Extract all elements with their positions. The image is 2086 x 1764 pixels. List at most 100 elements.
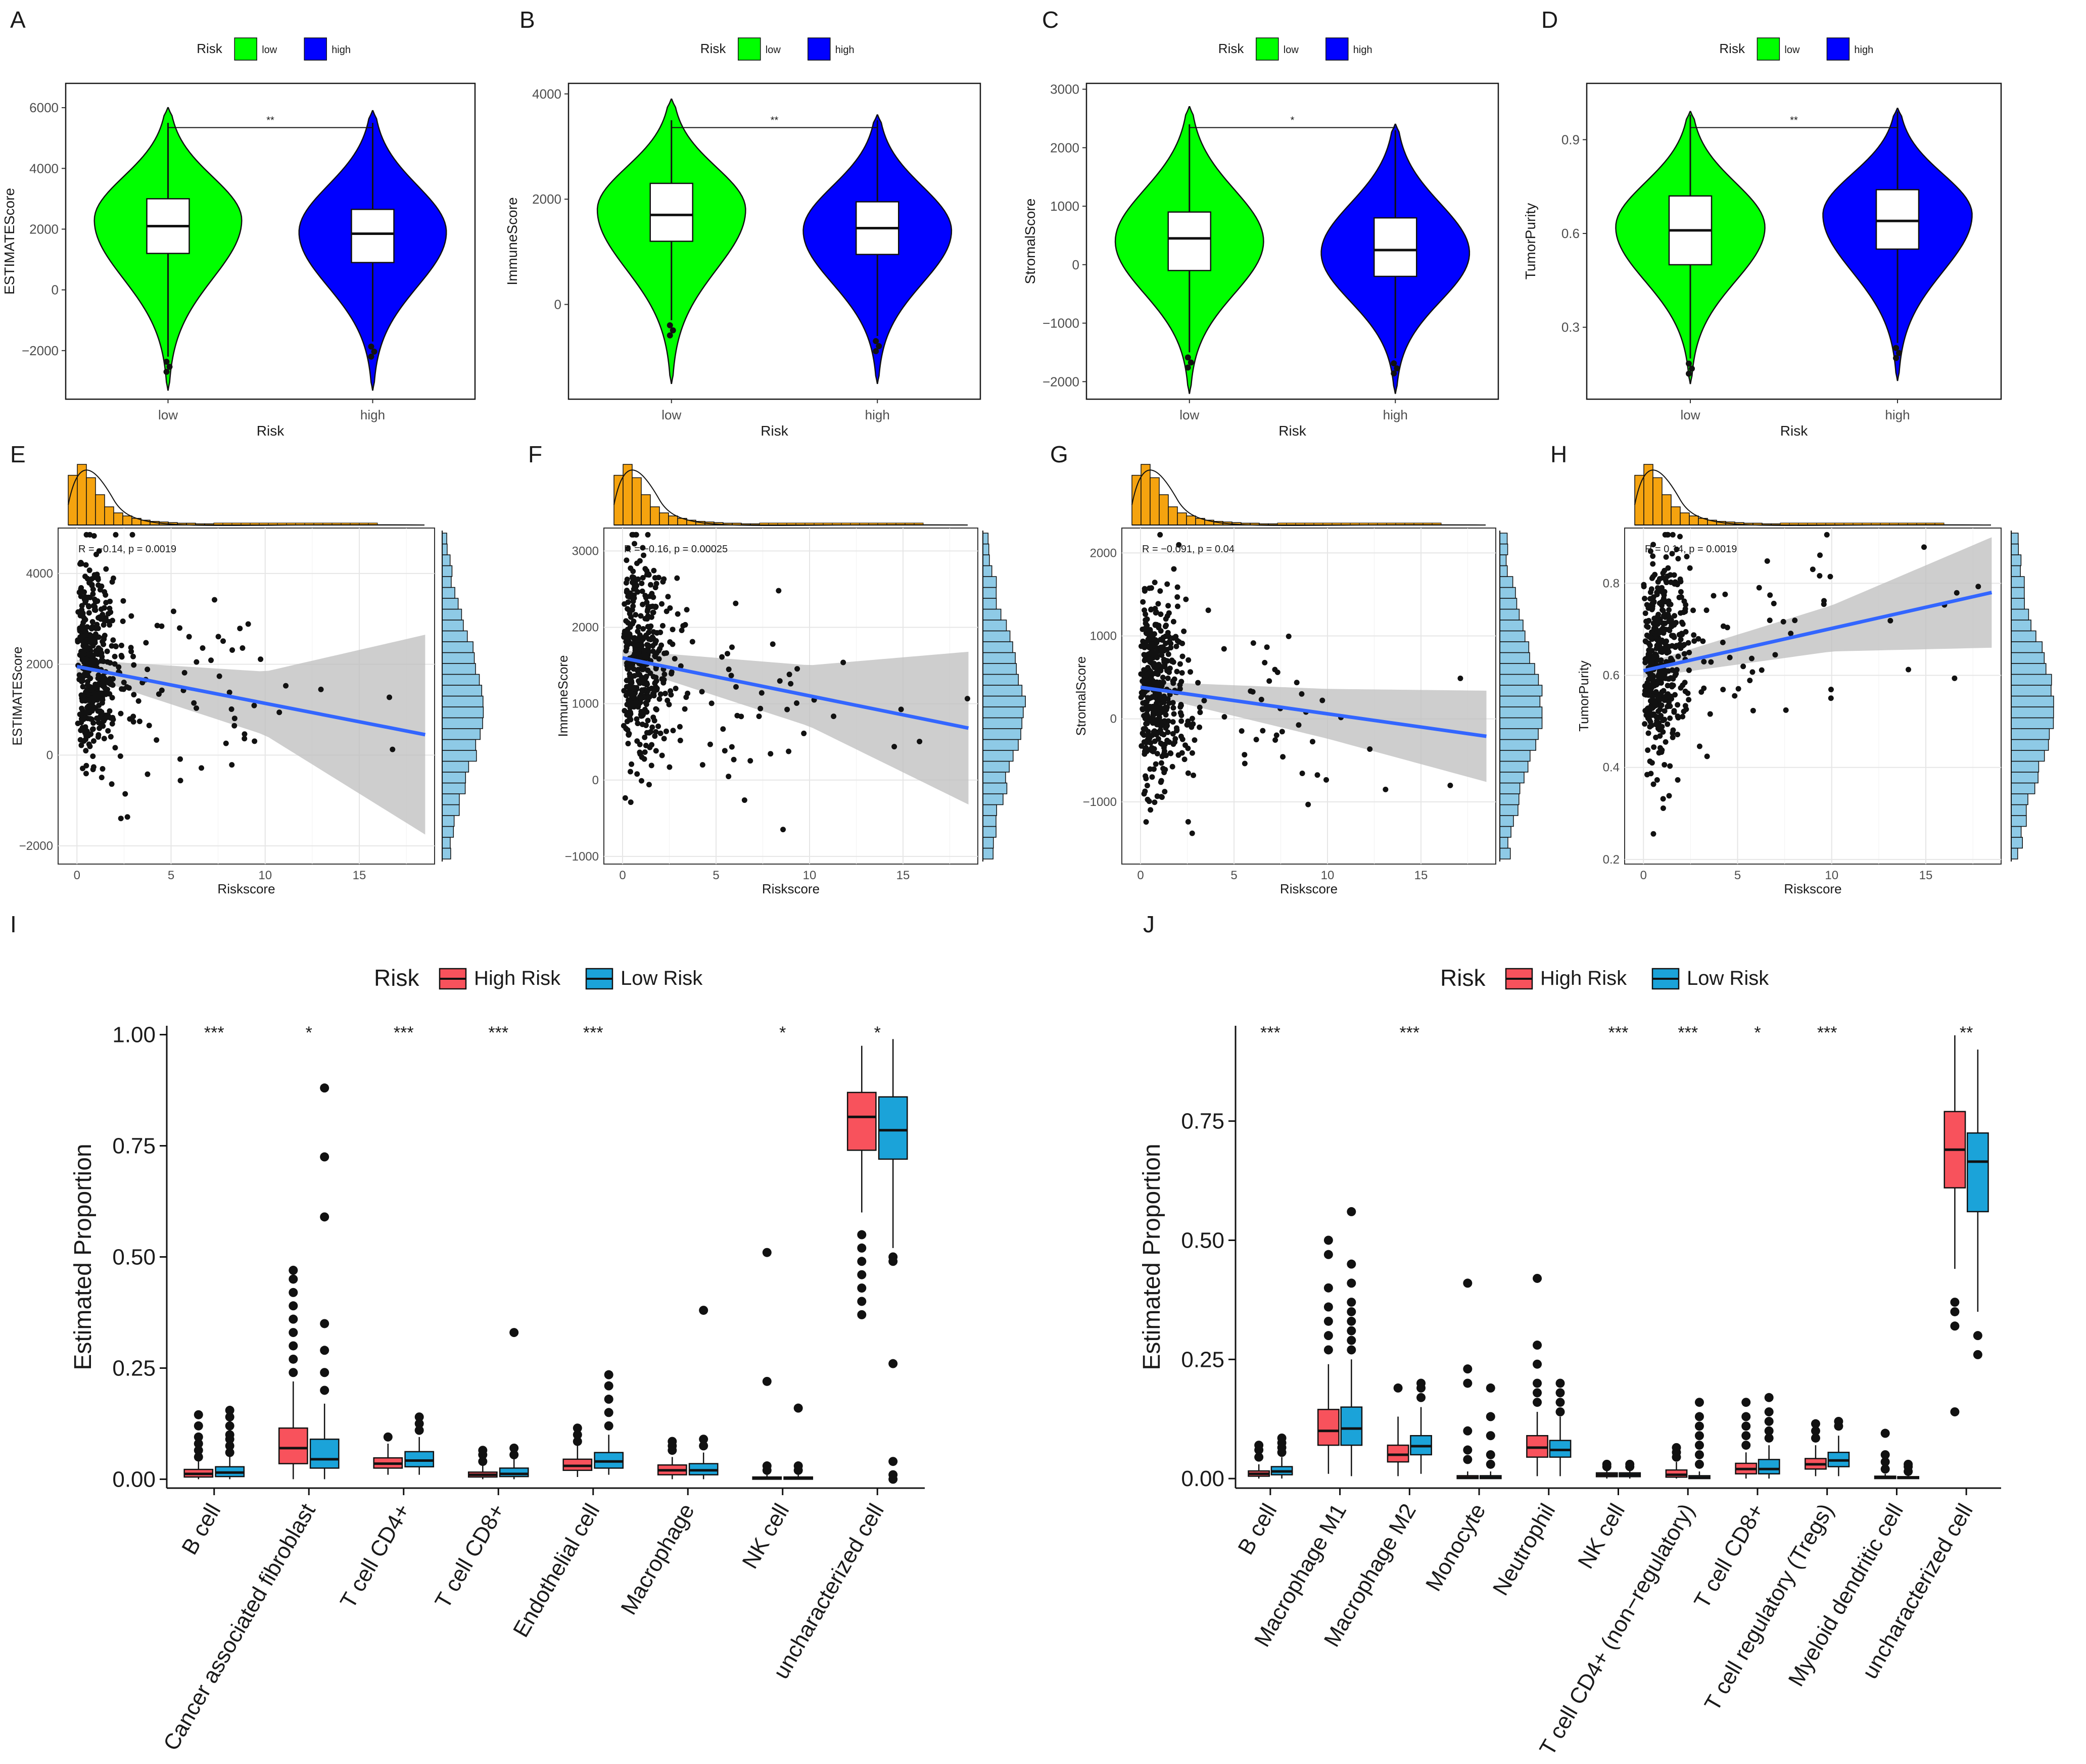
scatter-point (1152, 738, 1158, 744)
outlier-point (194, 1446, 203, 1455)
y-tick-label: −1000 (1042, 316, 1079, 331)
scatter-point (1650, 831, 1656, 837)
scatter-point (1178, 733, 1184, 739)
histogram-bar (1499, 619, 1524, 632)
scatter-point (1280, 754, 1286, 760)
scatter-point (1660, 607, 1666, 613)
scatter-point (252, 738, 258, 744)
y-tick-label: −2000 (22, 343, 59, 358)
scatter-point (639, 642, 645, 648)
scatter-point (1170, 678, 1176, 684)
scatter-point (208, 657, 214, 663)
scatter-point (652, 575, 658, 581)
histogram-bar (1499, 641, 1530, 653)
scatter-point (1262, 659, 1268, 665)
x-marginal-histogram (613, 464, 968, 526)
scatter-point (1683, 629, 1689, 635)
scatter-point (1164, 704, 1170, 710)
scatter-point (92, 681, 99, 687)
outlier-point (876, 343, 882, 349)
histogram-bar (2011, 750, 2045, 762)
scatter-point (146, 723, 152, 729)
scatter-point (1828, 687, 1834, 693)
histogram-bar (442, 543, 448, 555)
low-risk-box (309, 1083, 340, 1480)
outlier-point (371, 348, 377, 355)
scatter-point (1678, 685, 1684, 691)
histogram-bar (982, 652, 1016, 664)
scatter-point (1700, 638, 1706, 644)
scatter-point (644, 608, 650, 614)
scatter-point (1192, 737, 1198, 743)
scatter-point (1665, 683, 1671, 689)
scatter-point (112, 661, 118, 667)
outlier-point (1323, 1331, 1333, 1341)
outlier-point (320, 1212, 329, 1222)
scatter-point (107, 622, 113, 628)
scatter-point (194, 705, 200, 711)
histogram-bar (442, 793, 460, 805)
low-risk-box (688, 1306, 719, 1480)
legend-label: High Risk (1540, 967, 1627, 989)
scatter-point (1653, 682, 1660, 688)
scatter-point (1148, 740, 1154, 746)
histogram-bar (2011, 587, 2025, 599)
scatter-point (1152, 799, 1158, 805)
scatter-point (1648, 605, 1654, 611)
scatter-point (107, 708, 113, 714)
scatter-point (120, 598, 126, 604)
outlier-point (1973, 1331, 1982, 1341)
histogram-bar (2011, 760, 2040, 773)
scatter-point (1652, 571, 1658, 578)
scatter-point (657, 730, 663, 736)
scatter-point (622, 795, 628, 801)
histogram-bar (442, 576, 452, 588)
scatter-point (100, 723, 106, 729)
scatter-point (1701, 658, 1707, 664)
scatter-point (1662, 621, 1668, 627)
scatter-point (1145, 729, 1151, 735)
scatter-point (1828, 695, 1834, 701)
histogram-bar (982, 772, 1006, 784)
scatter-point (1660, 570, 1666, 576)
scatter-point (652, 603, 658, 609)
scatter-point (1644, 772, 1650, 778)
scatter-point (83, 771, 89, 777)
histogram-bar (982, 847, 994, 860)
scatter-point (1143, 712, 1149, 718)
scatter-point (1143, 721, 1149, 727)
scatter-point (1157, 588, 1163, 594)
scatter-point (1647, 596, 1653, 602)
scatter-point (1158, 637, 1164, 643)
scatter-point (109, 781, 115, 787)
x-tick-label: low (1179, 407, 1199, 422)
scatter-point (658, 642, 665, 648)
histogram-bar (442, 630, 468, 642)
x-tick-label: 5 (713, 869, 719, 882)
scatter-point (625, 606, 631, 612)
scatter-point (1170, 705, 1176, 711)
scatter-point (1170, 635, 1176, 641)
scatter-point (1141, 726, 1147, 732)
histogram-bar (982, 576, 997, 588)
x-tick-label: low (1680, 407, 1700, 422)
scatter-point (90, 764, 97, 770)
histogram-bar (2011, 652, 2045, 664)
histogram-bar (1499, 772, 1525, 784)
significance-label: *** (488, 1023, 508, 1042)
x-tick-label: 15 (1414, 869, 1428, 882)
histogram-bar (442, 641, 473, 653)
outlier-point (289, 1288, 298, 1297)
y-axis-label: ESTIMATEScore (10, 646, 25, 745)
scatter-point (1161, 699, 1167, 705)
scatter-point (1197, 704, 1203, 710)
scatter-point (1660, 805, 1666, 812)
histogram-bar (2011, 782, 2035, 794)
outlier-point (1323, 1235, 1333, 1245)
scatter-point (80, 610, 86, 616)
low-risk-box (1688, 1398, 1711, 1480)
y-marginal-histogram (982, 531, 1026, 862)
x-tick-label: T cell CD8+ (1689, 1500, 1769, 1613)
significance-label: *** (204, 1023, 224, 1042)
scatter-point (626, 731, 632, 737)
